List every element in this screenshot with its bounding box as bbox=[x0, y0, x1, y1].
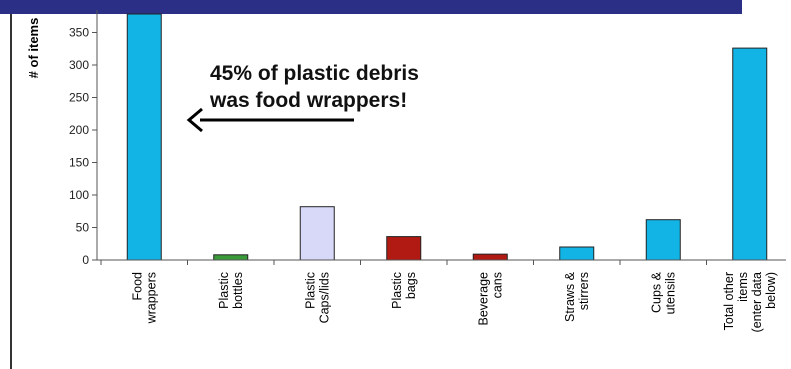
y-tick-label: 250 bbox=[69, 91, 89, 105]
x-category-label-line: wrappers bbox=[144, 272, 158, 324]
x-category-label-line: Cups & bbox=[649, 271, 663, 313]
bar-7 bbox=[732, 47, 768, 261]
annotation: 45% of plastic debris was food wrappers! bbox=[186, 62, 419, 133]
bar-6 bbox=[645, 219, 681, 261]
x-category-label-line: bags bbox=[404, 272, 418, 299]
x-category-label: Plasticbottles bbox=[217, 272, 245, 309]
bar-0 bbox=[126, 13, 162, 261]
y-axis-ticks: 0 50 100 150 200 250 300 350 bbox=[69, 26, 97, 267]
x-category-label-line: Caps/lids bbox=[317, 272, 331, 323]
header-band bbox=[0, 0, 742, 14]
x-category-label-line: stirrers bbox=[577, 272, 591, 310]
annotation-arrow-head bbox=[186, 107, 203, 133]
x-category-label-line: Plastic bbox=[303, 272, 317, 309]
x-axis-labels: Foodwrappers Plasticbottles PlasticCaps/li… bbox=[100, 260, 778, 333]
x-category-label-line: below) bbox=[764, 272, 778, 309]
y-tick-label: 200 bbox=[69, 123, 89, 137]
x-category-label: Straws &stirrers bbox=[563, 271, 591, 322]
y-axis-label: # of items bbox=[26, 18, 41, 79]
y-tick-label: 150 bbox=[69, 156, 89, 170]
bar-2 bbox=[299, 206, 335, 261]
bar-1 bbox=[213, 254, 249, 261]
x-category-label-line: cans bbox=[490, 272, 504, 298]
y-tick-label: 0 bbox=[82, 253, 89, 267]
x-category-label-line: Plastic bbox=[217, 272, 231, 309]
x-category-label-line: bottles bbox=[231, 272, 245, 309]
x-category-label-line: Beverage bbox=[476, 272, 490, 326]
bar-4 bbox=[472, 253, 508, 261]
bar-3 bbox=[386, 236, 422, 261]
x-category-label: Plasticbags bbox=[390, 272, 418, 309]
annotation-line-2: was food wrappers! bbox=[209, 89, 407, 112]
x-category-label-line: Food bbox=[130, 272, 144, 301]
x-category-label-line: items bbox=[736, 272, 750, 302]
bar-5 bbox=[559, 246, 595, 261]
x-category-label-line: Total other bbox=[722, 272, 736, 330]
bars bbox=[126, 13, 768, 261]
y-tick-label: 100 bbox=[69, 188, 89, 202]
x-category-label: Foodwrappers bbox=[130, 272, 158, 324]
x-category-label-line: Straws & bbox=[563, 271, 577, 322]
y-tick-label: 350 bbox=[69, 26, 89, 40]
x-category-label-line: (enter data bbox=[750, 272, 764, 333]
x-category-label: PlasticCaps/lids bbox=[303, 272, 331, 323]
annotation-line-1: 45% of plastic debris bbox=[210, 62, 419, 85]
y-tick-label: 50 bbox=[76, 221, 90, 235]
x-category-label-line: Plastic bbox=[390, 272, 404, 309]
y-tick-label: 300 bbox=[69, 58, 89, 72]
x-category-label-line: utensils bbox=[663, 272, 677, 314]
x-category-label: Total otheritems(enter databelow) bbox=[722, 272, 778, 333]
x-category-label: Beveragecans bbox=[476, 272, 504, 326]
x-category-label: Cups &utensils bbox=[649, 271, 677, 314]
